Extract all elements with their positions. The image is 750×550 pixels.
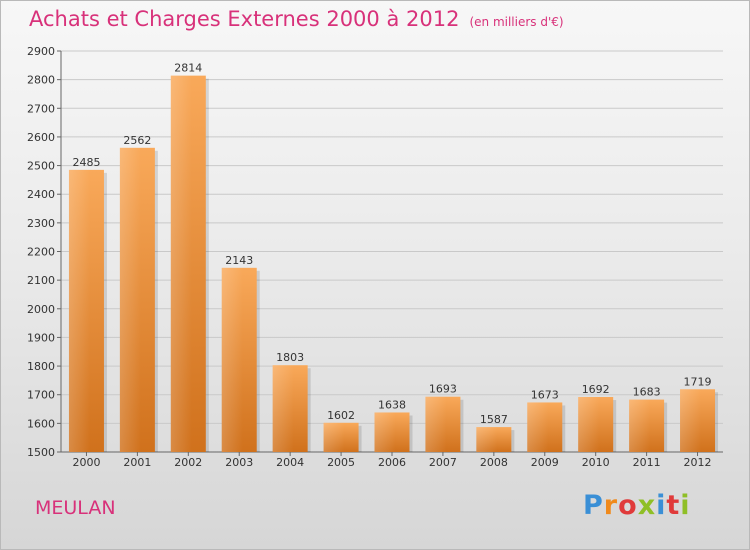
y-tick-label: 2700 bbox=[27, 102, 55, 115]
value-label: 2562 bbox=[123, 134, 151, 147]
y-tick-label: 2400 bbox=[27, 188, 55, 201]
value-label: 1602 bbox=[327, 409, 355, 422]
value-label: 2485 bbox=[72, 156, 100, 169]
x-tick-label: 2004 bbox=[276, 456, 304, 469]
y-tick-label: 1600 bbox=[27, 417, 55, 430]
y-tick-label: 2300 bbox=[27, 217, 55, 230]
unit-note: (en milliers d'€) bbox=[469, 15, 564, 29]
y-tick-label: 2000 bbox=[27, 303, 55, 316]
grid-lines bbox=[61, 50, 723, 424]
bar-highlight bbox=[527, 402, 563, 452]
x-tick-label: 2001 bbox=[123, 456, 151, 469]
proxiti-logo: Proxiti bbox=[583, 490, 691, 521]
value-label: 1803 bbox=[276, 351, 304, 364]
bar-highlight bbox=[272, 365, 308, 452]
x-tick-label: 2003 bbox=[225, 456, 253, 469]
bar-highlight bbox=[323, 422, 359, 452]
x-tick-label: 2011 bbox=[633, 456, 661, 469]
y-tick-label: 1900 bbox=[27, 331, 55, 344]
bar-highlight bbox=[170, 75, 206, 452]
x-tick-label: 2009 bbox=[531, 456, 559, 469]
logo-letter: r bbox=[603, 490, 619, 521]
logo-letter: P bbox=[583, 490, 604, 521]
y-tick-label: 2100 bbox=[27, 274, 55, 287]
x-tick-label: 2000 bbox=[72, 456, 100, 469]
chart-title: Achats et Charges Externes 2000 à 2012 (e… bbox=[29, 7, 564, 31]
bar-highlight bbox=[629, 399, 665, 452]
y-tick-label: 2600 bbox=[27, 131, 55, 144]
x-tick-label: 2006 bbox=[378, 456, 406, 469]
value-labels: 2485 2562 2814 2143 1803 1602 1638 1693 1587 1673… bbox=[72, 62, 711, 426]
x-tick-label: 2008 bbox=[480, 456, 508, 469]
y-tick-label: 1700 bbox=[27, 389, 55, 402]
bar-highlight bbox=[578, 397, 614, 452]
bar-highlight bbox=[425, 396, 461, 452]
bar-highlight bbox=[374, 412, 410, 452]
value-label: 1692 bbox=[582, 383, 610, 396]
value-label: 2143 bbox=[225, 254, 253, 267]
x-tick-labels: 2000 2001 2002 2003 2004 2005 2006 2007 2008 2009… bbox=[72, 456, 711, 469]
value-label: 1673 bbox=[531, 388, 559, 401]
value-label: 1693 bbox=[429, 383, 457, 396]
value-label: 1683 bbox=[633, 386, 661, 399]
bars bbox=[68, 75, 719, 452]
bar-highlight bbox=[119, 147, 155, 452]
y-tick-labels: 1500 1600 1700 1800 1900 2000 2100 2200 2300 2400… bbox=[27, 45, 55, 459]
y-tick-label: 2800 bbox=[27, 74, 55, 87]
y-tick-label: 1500 bbox=[27, 446, 55, 459]
bar-highlight bbox=[221, 267, 257, 452]
x-tick-label: 2005 bbox=[327, 456, 355, 469]
value-label: 1587 bbox=[480, 413, 508, 426]
logo-letter: i bbox=[680, 490, 691, 521]
bar-highlight bbox=[680, 389, 716, 452]
bar-highlight bbox=[68, 169, 104, 452]
bar-highlight bbox=[476, 427, 512, 452]
commune-name: MEULAN bbox=[35, 497, 116, 519]
value-label: 1719 bbox=[684, 375, 712, 388]
x-tick-label: 2012 bbox=[684, 456, 712, 469]
logo-letter: x bbox=[637, 490, 657, 521]
value-label: 1638 bbox=[378, 398, 406, 411]
title-text: Achats et Charges Externes 2000 à 2012 bbox=[29, 7, 460, 31]
y-tick-label: 2500 bbox=[27, 160, 55, 173]
value-label: 2814 bbox=[174, 62, 202, 75]
x-tick-label: 2002 bbox=[174, 456, 202, 469]
y-tick-label: 1800 bbox=[27, 360, 55, 373]
logo-letter: i bbox=[656, 490, 667, 521]
y-tick-label: 2200 bbox=[27, 246, 55, 259]
logo-letter: o bbox=[618, 490, 638, 521]
x-tick-label: 2010 bbox=[582, 456, 610, 469]
y-tick-label: 2900 bbox=[27, 45, 55, 58]
logo-letter: t bbox=[666, 490, 681, 521]
x-tick-label: 2007 bbox=[429, 456, 457, 469]
